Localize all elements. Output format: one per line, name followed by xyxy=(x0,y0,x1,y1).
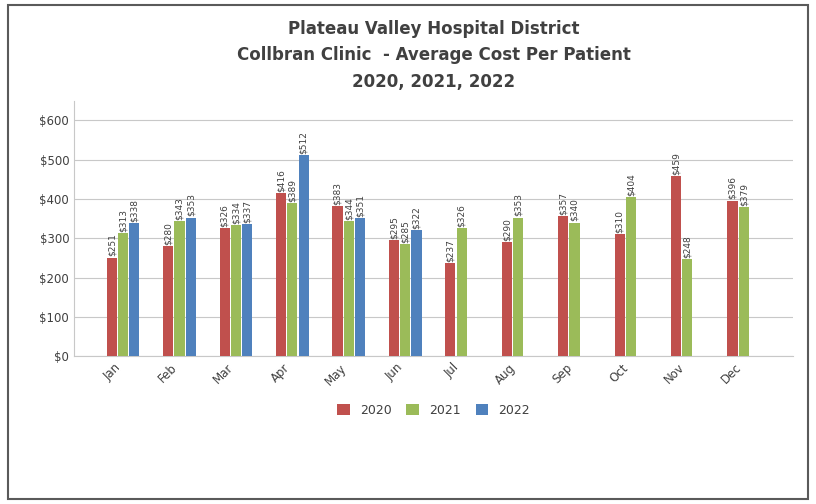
Text: $353: $353 xyxy=(186,194,195,216)
Bar xyxy=(400,244,410,356)
Text: $459: $459 xyxy=(672,152,681,175)
Bar xyxy=(107,258,117,356)
Text: $344: $344 xyxy=(344,197,353,220)
Bar xyxy=(626,198,636,356)
Text: $383: $383 xyxy=(333,181,342,205)
Text: $295: $295 xyxy=(389,216,398,239)
Text: $237: $237 xyxy=(446,239,455,262)
Bar xyxy=(558,216,568,356)
Text: $251: $251 xyxy=(108,233,117,257)
Text: $280: $280 xyxy=(164,222,173,245)
Text: $337: $337 xyxy=(243,200,252,223)
Bar xyxy=(242,224,252,356)
Bar xyxy=(175,221,184,356)
Bar xyxy=(344,221,354,356)
Bar xyxy=(163,246,173,356)
Bar xyxy=(118,233,128,356)
Text: $310: $310 xyxy=(615,210,624,233)
Bar xyxy=(446,263,455,356)
Text: $334: $334 xyxy=(232,201,241,224)
Bar xyxy=(220,228,230,356)
Bar xyxy=(727,201,738,356)
Text: $389: $389 xyxy=(288,179,297,202)
Bar xyxy=(287,204,298,356)
Bar xyxy=(513,218,523,356)
Text: $357: $357 xyxy=(559,192,568,215)
Bar xyxy=(129,223,140,356)
Text: $338: $338 xyxy=(130,199,139,222)
Text: $326: $326 xyxy=(220,204,229,227)
Bar xyxy=(502,242,512,356)
Text: $340: $340 xyxy=(570,199,579,221)
Text: $322: $322 xyxy=(412,206,421,228)
Bar xyxy=(231,225,241,356)
Text: $343: $343 xyxy=(175,198,184,220)
Text: $351: $351 xyxy=(356,194,365,217)
Bar xyxy=(186,218,196,356)
Text: $290: $290 xyxy=(503,218,512,241)
Text: $353: $353 xyxy=(513,194,522,216)
Text: $404: $404 xyxy=(627,173,636,196)
Text: $248: $248 xyxy=(683,235,692,258)
Legend: 2020, 2021, 2022: 2020, 2021, 2022 xyxy=(332,399,534,422)
Title: Plateau Valley Hospital District
Collbran Clinic  - Average Cost Per Patient
202: Plateau Valley Hospital District Collbra… xyxy=(237,20,631,91)
Bar xyxy=(389,240,399,356)
Bar xyxy=(299,155,308,356)
Text: $313: $313 xyxy=(118,209,127,232)
Bar xyxy=(332,206,343,356)
Text: $416: $416 xyxy=(277,169,286,192)
Bar xyxy=(738,207,749,356)
Bar xyxy=(355,218,366,356)
Bar xyxy=(276,193,286,356)
Bar xyxy=(671,176,681,356)
Bar xyxy=(411,230,422,356)
Bar xyxy=(457,228,467,356)
Text: $326: $326 xyxy=(457,204,466,227)
Bar xyxy=(614,234,625,356)
Text: $512: $512 xyxy=(299,131,308,154)
Text: $396: $396 xyxy=(728,176,737,200)
Text: $379: $379 xyxy=(739,183,748,206)
Bar xyxy=(682,259,693,356)
Text: $285: $285 xyxy=(401,220,410,243)
Bar xyxy=(570,223,579,356)
